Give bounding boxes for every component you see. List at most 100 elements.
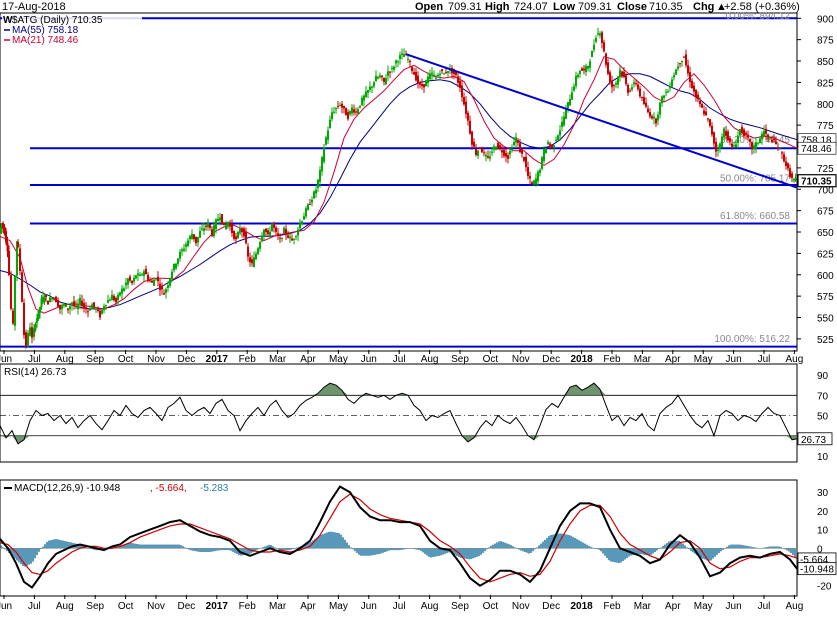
price-y-tick-label: 650 — [817, 228, 834, 239]
price-bar-body — [645, 102, 647, 107]
price-bar-body — [557, 135, 559, 141]
macd-histogram-bar — [618, 548, 620, 564]
macd-histogram-bar — [118, 546, 120, 549]
price-bar-body — [651, 116, 653, 119]
price-bar-body — [217, 218, 219, 222]
price-bar-body — [87, 311, 89, 313]
rsi-y-axis: 103050709026.73 — [797, 371, 833, 463]
price-bar-body — [203, 228, 205, 231]
macd-x-tick-label: Aug — [786, 601, 804, 612]
macd-histogram-bar — [526, 548, 528, 553]
price-x-tick-label: Sep — [86, 354, 104, 365]
macd-histogram-bar — [356, 548, 358, 553]
price-bar-body — [561, 121, 563, 127]
macd-histogram-bar — [476, 548, 478, 557]
price-bar-body — [549, 143, 551, 146]
macd-histogram-bar — [734, 544, 736, 549]
macd-histogram-bar — [606, 548, 608, 558]
macd-histogram-bar — [46, 541, 48, 549]
macd-histogram-bar — [698, 548, 700, 557]
macd-histogram-bar — [290, 548, 292, 550]
macd-x-tick-label: Sep — [86, 601, 104, 612]
macd-x-tick-label: Oct — [483, 601, 499, 612]
price-x-tick-label: Nov — [147, 354, 165, 365]
price-bar-body — [447, 71, 449, 73]
macd-histogram-bar — [386, 548, 388, 552]
price-bar-body — [777, 147, 779, 149]
price-bar-body — [247, 246, 249, 257]
price-bar-body — [565, 108, 567, 119]
macd-histogram-bar — [162, 544, 164, 549]
price-bar-body — [521, 149, 523, 154]
macd-histogram-bar — [336, 532, 338, 549]
price-bar-body — [363, 95, 365, 101]
price-bar-body — [489, 156, 491, 159]
price-bar-body — [485, 154, 487, 157]
price-bar-body — [689, 72, 691, 82]
price-bar-body — [53, 298, 55, 300]
price-bar-body — [337, 105, 339, 107]
macd-histogram-bar — [686, 547, 688, 549]
price-bar-body — [669, 86, 671, 89]
macd-histogram-bar — [402, 548, 404, 550]
price-bar-body — [733, 145, 735, 147]
macd-histogram-bar — [270, 545, 272, 549]
price-bar-body — [37, 310, 40, 319]
macd-histogram-bar — [474, 548, 476, 558]
price-bar-body — [315, 189, 317, 194]
macd-histogram-bar — [436, 548, 438, 557]
macd-histogram-bar — [692, 548, 694, 553]
macd-signal-legend-entry: , -5.664, — [150, 483, 187, 494]
price-bar-body — [189, 236, 191, 240]
price-bar-body — [791, 173, 793, 178]
price-bar-body — [34, 324, 37, 331]
rsi-path — [0, 382, 798, 445]
price-bar-body — [441, 69, 443, 72]
price-bar-body — [609, 72, 611, 83]
macd-histogram-bar — [44, 544, 46, 549]
price-bar-body — [321, 157, 323, 172]
macd-histogram-bar — [30, 548, 32, 564]
price-bar-body — [51, 298, 53, 300]
macd-histogram-bar — [464, 548, 466, 559]
macd-histogram-bar — [738, 544, 740, 549]
rsi-y-tick-label: 70 — [817, 391, 829, 402]
price-bar-body — [0, 223, 3, 229]
macd-histogram-bar — [92, 548, 94, 550]
macd-histogram-bar — [486, 548, 488, 550]
fib-label: 50.00%: 705.17 — [720, 173, 790, 184]
price-x-tick-label: Apr — [300, 354, 316, 365]
macd-histogram-bar — [462, 548, 464, 559]
price-bar-body — [537, 171, 539, 182]
price-bar-body — [483, 152, 485, 154]
price-bar-body — [417, 75, 419, 84]
price-bar-body — [649, 112, 651, 117]
macd-histogram-bar — [572, 536, 574, 549]
price-bar-body — [14, 275, 16, 326]
macd-histogram-bar — [514, 547, 516, 549]
macd-histogram-bar — [708, 548, 710, 561]
price-bar-body — [215, 219, 217, 230]
macd-histogram-bar — [678, 540, 680, 549]
price-y-tick-label: 550 — [817, 314, 834, 325]
price-bar-body — [163, 293, 165, 295]
price-bar-body — [731, 143, 733, 147]
price-bar-body — [679, 63, 681, 65]
downtrend-line — [405, 53, 798, 189]
macd-histogram-bar — [24, 548, 26, 567]
price-bar-body — [33, 328, 35, 337]
price-bar-body — [133, 277, 135, 282]
macd-histogram-bar — [638, 548, 640, 555]
price-bar-body — [577, 74, 579, 77]
price-bar-body — [183, 248, 185, 251]
price-bar-body — [283, 227, 285, 233]
macd-histogram-bar — [556, 533, 558, 549]
price-bar-body — [559, 130, 561, 136]
price-x-axis: Jun Jul Aug Sep Oct Nov Dec 2017 Feb Mar Apr May Jun… — [0, 350, 803, 365]
macd-histogram-bar — [320, 534, 322, 549]
macd-histogram-bar — [254, 548, 256, 552]
price-bar-body — [567, 101, 569, 108]
macd-histogram-bar — [786, 548, 788, 551]
price-bar-body — [613, 85, 615, 87]
macd-histogram-bar — [26, 548, 28, 566]
